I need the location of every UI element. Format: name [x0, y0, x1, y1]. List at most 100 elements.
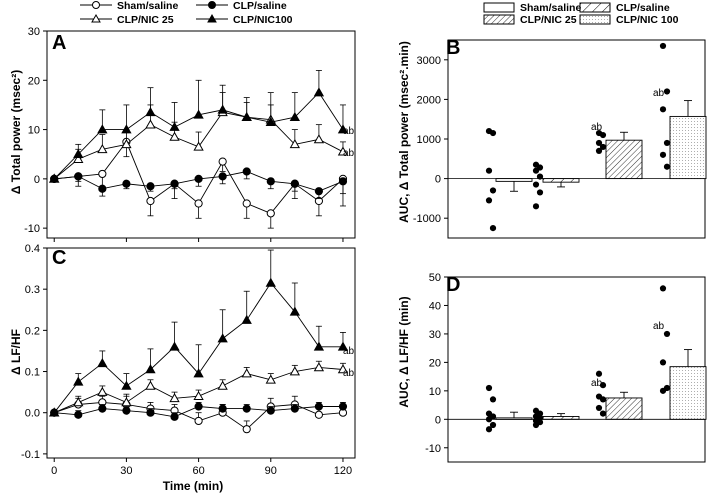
- open-circle-marker: [218, 157, 227, 166]
- x-tick-label: 120: [334, 465, 352, 477]
- y-axis-label: Δ Total power (msec²): [9, 70, 23, 194]
- filled-triangle-marker: [289, 111, 301, 122]
- panel-label: C: [52, 247, 66, 269]
- data-point: [659, 387, 667, 394]
- filled-circle-marker: [146, 408, 155, 417]
- data-point: [489, 129, 497, 137]
- y-tick-label: -1000: [413, 213, 441, 225]
- filled-circle-marker: [98, 404, 107, 413]
- filled-circle-marker: [242, 404, 251, 413]
- filled-circle-marker: [338, 402, 348, 411]
- filled-triangle-marker: [313, 87, 325, 97]
- filled-triangle-marker: [145, 107, 156, 117]
- y-tick-label: 40: [429, 300, 441, 312]
- filled-circle-marker: [122, 406, 131, 415]
- bar-group-clp-saline: [532, 161, 580, 210]
- y-tick-label: 0: [435, 414, 441, 426]
- data-point: [485, 426, 493, 433]
- filled-triangle-marker: [145, 364, 156, 374]
- annotation-nic100: ab: [343, 346, 355, 357]
- panel-label: D: [446, 274, 460, 296]
- bar-group-sham-saline: [485, 127, 533, 232]
- y-tick-label: 0.0: [25, 408, 40, 420]
- filled-circle-marker: [266, 406, 275, 415]
- open-triangle-marker: [289, 139, 301, 149]
- legend-item-clp-nic100: CLP/NIC100: [196, 13, 293, 26]
- filled-triangle-marker: [289, 306, 301, 316]
- filled-circle-marker: [314, 402, 324, 411]
- filled-triangle-marker: [217, 333, 228, 343]
- bar-group-sham-saline: [485, 384, 533, 433]
- filled-triangle-marker: [337, 124, 349, 134]
- open-triangle-marker: [337, 364, 349, 374]
- filled-triangle-marker: [217, 104, 228, 114]
- data-point: [489, 396, 497, 403]
- filled-circle-marker: [194, 402, 203, 411]
- data-point: [532, 181, 540, 188]
- filled-triangle-marker: [337, 341, 349, 351]
- bar-group-clp-saline: [532, 407, 580, 429]
- open-circle-marker: [146, 196, 155, 206]
- dotted-swatch-icon: [579, 14, 611, 25]
- data-point: [659, 106, 667, 113]
- annotation-nic100: ab: [653, 88, 665, 99]
- data-point: [485, 416, 493, 423]
- filled-triangle-marker-icon: [207, 13, 217, 23]
- plot-frame: [46, 30, 356, 239]
- open-triangle-marker: [121, 397, 132, 407]
- open-triangle-marker: [265, 374, 276, 384]
- y-tick-label: 10: [429, 386, 441, 398]
- legend-right: Sham/saline CLP/saline CLP/NIC 25 CLP/NI…: [483, 2, 679, 26]
- series-clp-nic100: [49, 249, 349, 417]
- open-triangle-marker: [193, 141, 204, 151]
- legend-label: Sham/saline: [117, 0, 178, 12]
- y-tick-label: 0.3: [25, 284, 40, 296]
- x-tick-label: 30: [120, 465, 132, 477]
- plot-frame: [447, 39, 706, 239]
- annotation-nic100: ab: [653, 321, 665, 332]
- plot-frame: [447, 276, 706, 463]
- bars-group: [485, 42, 707, 232]
- open-triangle-marker: [145, 119, 156, 129]
- open-triangle-marker: [313, 362, 325, 372]
- plot-frame: [46, 247, 356, 459]
- filled-circle-marker: [74, 410, 83, 419]
- data-point: [599, 382, 607, 389]
- axis-ticks: -10 0 10 20 30: [24, 26, 356, 242]
- panel-label: B: [446, 37, 460, 59]
- legend-item-clp-saline-bar: CLP/saline: [579, 2, 670, 14]
- y-tick-label: 30: [429, 329, 441, 341]
- bar: [605, 397, 643, 420]
- y-tick-label: 0: [435, 174, 441, 186]
- open-triangle-marker: [145, 380, 156, 390]
- series-group: [49, 70, 349, 229]
- bar: [495, 417, 533, 420]
- bar: [495, 178, 533, 182]
- bars-group: [485, 285, 707, 433]
- open-triangle-marker: [73, 153, 84, 163]
- annotation-nic25: ab: [591, 378, 603, 389]
- filled-circle-marker: [290, 179, 299, 188]
- y-tick-label: 10: [28, 125, 40, 137]
- data-point: [532, 167, 540, 174]
- bar: [542, 178, 580, 183]
- filled-circle-marker: [74, 172, 83, 181]
- filled-circle-marker: [314, 187, 324, 196]
- y-tick-label: -0.1: [21, 449, 40, 461]
- bar: [542, 416, 580, 420]
- data-point: [663, 88, 671, 95]
- y-tick-label: 0.4: [25, 243, 40, 255]
- open-triangle-marker: [121, 139, 132, 149]
- legend-item-clp-nic25-bar: CLP/NIC 25: [483, 14, 577, 26]
- bar-group-clp-nic-100: [659, 42, 707, 180]
- bar: [669, 115, 707, 180]
- data-point: [663, 139, 671, 147]
- legend-left: Sham/saline CLP/saline CLP/NIC 25 CLP/NI…: [80, 0, 293, 26]
- legend-label: CLP/NIC100: [233, 14, 293, 26]
- open-triangle-marker: [97, 143, 108, 154]
- data-point: [595, 147, 603, 154]
- open-circle-marker: [98, 169, 107, 179]
- open-circle-marker: [194, 416, 203, 426]
- legend-label: CLP/NIC 25: [117, 14, 174, 26]
